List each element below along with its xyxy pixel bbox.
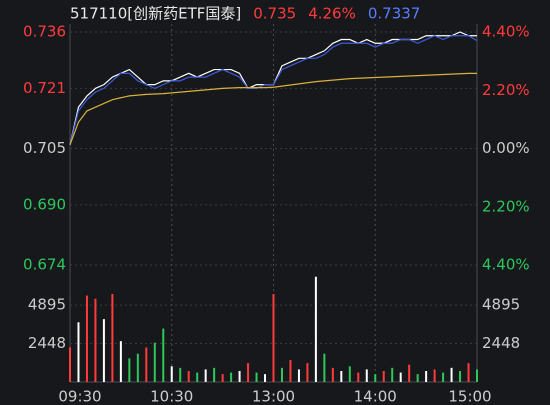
volume-bar [297, 369, 300, 382]
volume-bar [145, 347, 148, 382]
volume-bar [280, 367, 283, 382]
volume-bar [365, 369, 368, 382]
volume-bar [128, 358, 131, 382]
volume-bar [408, 364, 411, 382]
y-tick-label: 0.674 [23, 256, 66, 274]
volume-bar [102, 319, 105, 382]
x-tick-label: 10:30 [150, 388, 193, 405]
volume-bar [425, 371, 428, 382]
volume-bar [323, 353, 326, 382]
volume-bar [221, 374, 224, 382]
volume-bar [111, 294, 114, 382]
volume-bar [170, 366, 173, 382]
y2-tick-label: 2.20% [482, 81, 530, 99]
y2-tick-label: 0.00% [482, 139, 530, 157]
y-tick-label: 0.690 [23, 195, 66, 213]
volume-bar [264, 374, 267, 382]
y-tick-label: 2448 [28, 334, 66, 352]
volume-bar [69, 347, 71, 382]
volume-bar [187, 371, 190, 382]
volume-bar [272, 294, 275, 382]
volume-bar [450, 367, 453, 382]
volume-bar [399, 372, 402, 382]
y2-tick-label: 2.20% [482, 197, 530, 215]
volume-bar [247, 363, 250, 382]
volume-bar [136, 353, 139, 382]
y-tick-label: 4895 [28, 296, 66, 314]
volume-bar [213, 367, 216, 382]
header-text: 4.26% [308, 5, 356, 23]
volume-bar [196, 372, 199, 382]
volume-bar [314, 276, 317, 382]
x-tick-label: 09:30 [58, 388, 101, 405]
y-tick-label: 0.705 [23, 139, 66, 157]
volume-bar [119, 341, 122, 382]
x-tick-label: 15:00 [448, 388, 491, 405]
volume-bar [348, 366, 351, 382]
header-text: 517110[创新药ETF国泰] [70, 5, 241, 23]
y2-tick-label: 2448 [482, 334, 520, 352]
volume-bar [77, 322, 80, 382]
y2-tick-label: 4895 [482, 296, 520, 314]
volume-bar [442, 372, 445, 382]
volume-bar [204, 369, 207, 382]
volume-bar [476, 369, 478, 382]
volume-bar [340, 371, 343, 382]
y2-tick-label: 4.40% [482, 23, 530, 41]
volume-bar [230, 372, 233, 382]
volume-bar [85, 295, 88, 382]
volume-bar [391, 367, 394, 382]
volume-bar [153, 342, 156, 382]
volume-bar [94, 298, 97, 382]
y-tick-label: 0.721 [23, 79, 66, 97]
volume-bar [433, 369, 436, 382]
volume-bar [416, 374, 419, 382]
x-tick-label: 14:00 [354, 388, 397, 405]
volume-bar [382, 371, 385, 382]
price-line [69, 72, 477, 145]
x-tick-label: 13:00 [252, 388, 295, 405]
header-text: 0.7337 [368, 5, 421, 23]
volume-bar [179, 367, 182, 382]
volume-bar [331, 367, 334, 382]
volume-bar [357, 372, 360, 382]
volume-bar [255, 372, 258, 382]
volume-bar [459, 371, 462, 382]
volume-bar [162, 328, 165, 382]
volume-bar [289, 360, 292, 382]
price-line [69, 35, 478, 145]
header-text: 0.735 [253, 5, 296, 23]
volume-bar [374, 374, 377, 382]
y-tick-label: 0.736 [23, 23, 66, 41]
volume-bar [238, 371, 241, 382]
volume-bar [467, 363, 470, 382]
volume-bar [306, 363, 309, 382]
y2-tick-label: 4.40% [482, 256, 530, 274]
